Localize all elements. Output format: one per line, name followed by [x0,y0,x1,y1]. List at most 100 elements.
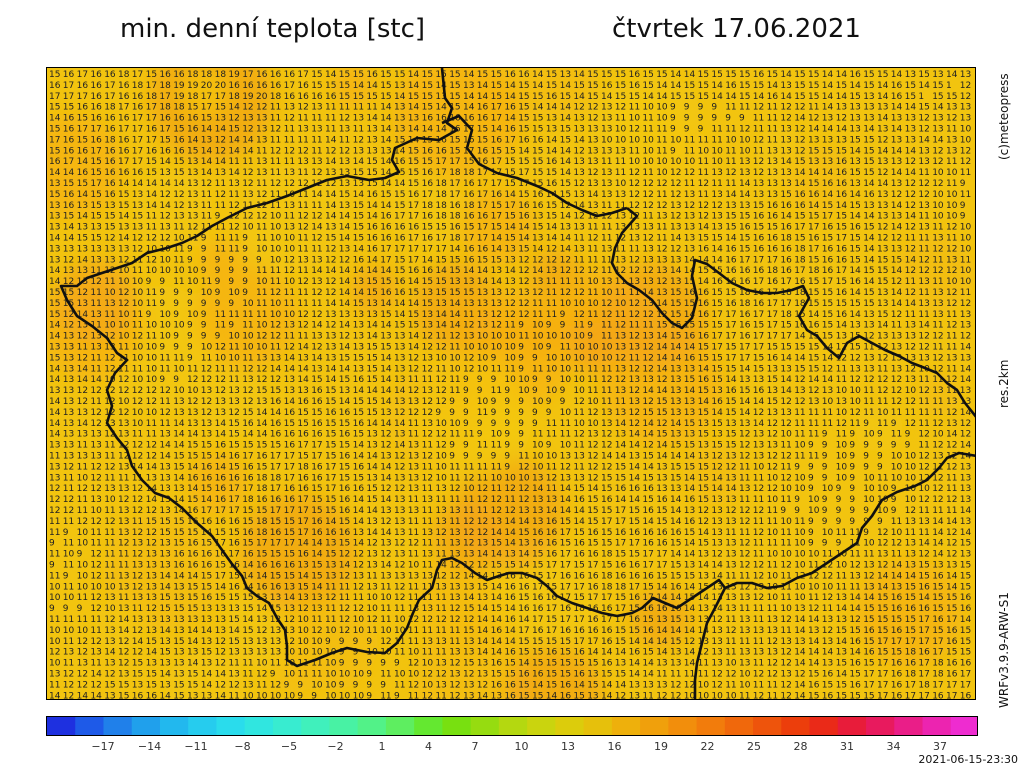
grid-value: 13 [780,670,791,680]
grid-value: 15 [863,604,874,614]
grid-value: 10 [146,266,158,276]
grid-value: 15 [794,343,805,353]
grid-value: 18 [228,92,240,102]
grid-value: 15 [877,310,888,320]
grid-value: 12 [353,604,364,614]
grid-value: 15 [132,212,143,222]
grid-value: 9 [587,321,593,331]
grid-value: 16 [504,70,516,80]
grid-value: 18 [794,255,806,265]
grid-value: 10 [891,473,903,483]
grid-value: 15 [339,517,350,527]
grid-value: 16 [891,92,903,102]
grid-value: 17 [297,495,308,505]
grid-value: 13 [422,386,433,396]
grid-value: 15 [146,168,157,178]
grid-value: 11 [725,103,736,113]
grid-value: 15 [629,626,640,636]
grid-value: 15 [822,332,833,342]
grid-value: 14 [656,343,668,353]
grid-value: 14 [366,332,378,342]
grid-value: 12 [753,571,764,581]
grid-value: 15 [946,648,957,658]
grid-value: 12 [449,659,460,669]
shading-blob [165,652,245,699]
grid-value: 9 [491,375,497,385]
grid-value: 11 [297,299,308,309]
grid-value: 14 [656,626,668,636]
grid-value: 9 [863,441,869,451]
grid-value: 11 [63,615,74,625]
grid-value: 10 [587,353,599,363]
grid-value: 15 [629,517,640,527]
grid-value: 16 [256,70,268,80]
grid-value: 16 [698,310,710,320]
grid-value: 16 [739,223,751,233]
grid-value: 15 [836,659,847,669]
grid-value: 14 [159,582,171,592]
grid-value: 13 [905,561,916,571]
grid-value: 11 [587,255,598,265]
grid-value: 13 [104,691,115,700]
grid-value: 15 [546,670,557,680]
grid-value: 16 [435,135,447,145]
grid-value: 16 [863,190,875,200]
grid-value: 12 [90,473,101,483]
grid-value: 10 [49,659,61,669]
grid-value: 13 [918,277,929,287]
grid-value: 12 [270,179,281,189]
grid-value: 16 [725,386,737,396]
grid-value: 12 [422,430,433,440]
grid-value: 12 [63,670,74,680]
grid-value: 9 [463,397,469,407]
grid-value: 13 [228,670,239,680]
grid-value: 11 [615,114,626,124]
grid-value: 15 [601,561,612,571]
grid-value: 13 [449,593,460,603]
grid-value: 9 [187,255,193,265]
color-scale-tick-label: −14 [137,740,162,753]
grid-value: 10 [836,386,848,396]
grid-value: 16 [629,561,641,571]
grid-value: 9 [215,255,221,265]
grid-value: 13 [960,462,971,472]
grid-value: 11 [739,495,750,505]
grid-value: 9 [366,670,372,680]
grid-value: 12 [573,179,584,189]
grid-value: 15 [546,615,557,625]
grid-value: 13 [849,179,860,189]
grid-value: 15 [422,81,433,91]
grid-value: 11 [946,179,957,189]
grid-value: 10 [159,321,171,331]
grid-value: 11 [270,168,281,178]
grid-value: 13 [808,626,819,636]
grid-value: 14 [435,125,447,135]
grid-value: 10 [284,234,296,244]
grid-value: 14 [656,637,668,647]
grid-value: 12 [449,604,460,614]
grid-value: 16 [394,277,406,287]
grid-value: 16 [146,125,158,135]
grid-value: 14 [739,364,751,374]
grid-value: 15 [394,168,405,178]
grid-value: 17 [394,212,405,222]
grid-value: 13 [877,103,888,113]
grid-value: 11 [753,539,764,549]
grid-value: 15 [684,92,695,102]
grid-value: 11 [215,234,226,244]
grid-value: 13 [311,277,322,287]
grid-value: 13 [739,168,750,178]
grid-value: 16 [297,81,309,91]
grid-value: 13 [518,539,529,549]
grid-value: 10 [808,582,820,592]
grid-value: 12 [891,190,902,200]
grid-value: 15 [587,539,598,549]
grid-value: 11 [408,626,419,636]
grid-value: 13 [118,462,129,472]
grid-value: 13 [63,353,74,363]
grid-value: 15 [670,462,681,472]
grid-value: 16 [767,92,779,102]
grid-value: 11 [449,430,460,440]
grid-value: 13 [63,408,74,418]
grid-value: 10 [339,691,351,700]
